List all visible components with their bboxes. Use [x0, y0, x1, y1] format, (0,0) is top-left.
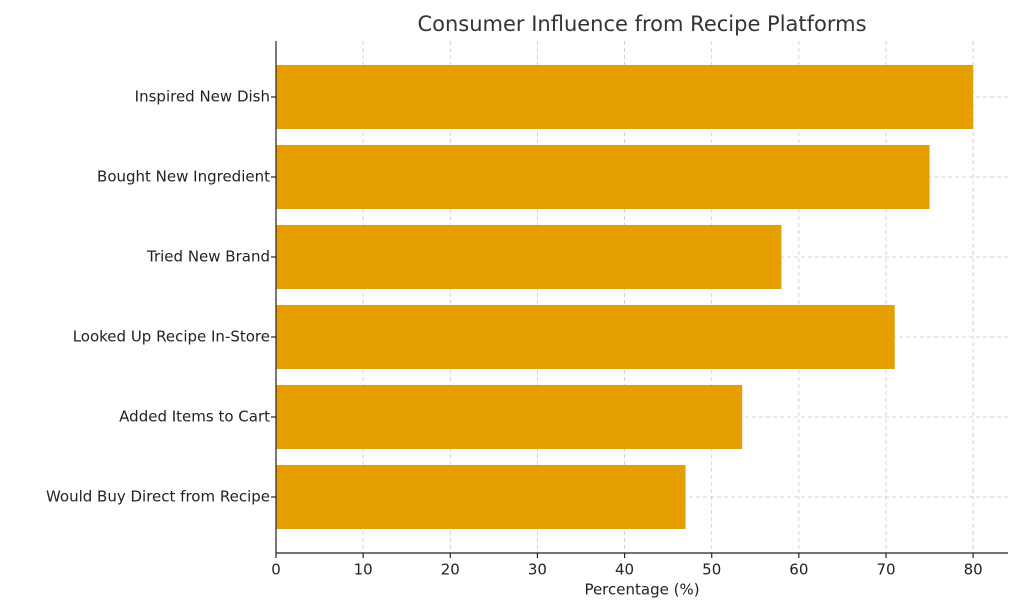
bar — [276, 65, 974, 129]
y-tick-label: Tried New Brand — [146, 248, 270, 266]
x-axis-label: Percentage (%) — [584, 581, 699, 599]
chart-title: Consumer Influence from Recipe Platforms — [417, 12, 866, 36]
y-tick-label: Inspired New Dish — [135, 88, 270, 106]
x-tick-label: 60 — [789, 561, 808, 579]
x-tick-label: 30 — [528, 561, 547, 579]
x-tick-label: 50 — [702, 561, 721, 579]
bar — [276, 145, 930, 209]
y-tick-label: Bought New Ingredient — [97, 168, 270, 186]
x-tick-label: 0 — [271, 561, 281, 579]
bar — [276, 305, 895, 369]
x-tick-label: 70 — [876, 561, 895, 579]
x-tick-label: 80 — [964, 561, 983, 579]
y-tick-label: Looked Up Recipe In-Store — [73, 328, 270, 346]
y-tick-label: Would Buy Direct from Recipe — [46, 488, 270, 506]
bar — [276, 465, 686, 529]
bar — [276, 385, 743, 449]
x-tick-label: 40 — [615, 561, 634, 579]
x-tick-label: 20 — [441, 561, 460, 579]
x-tick-label: 10 — [354, 561, 373, 579]
bar — [276, 225, 782, 289]
y-tick-label: Added Items to Cart — [119, 408, 270, 426]
